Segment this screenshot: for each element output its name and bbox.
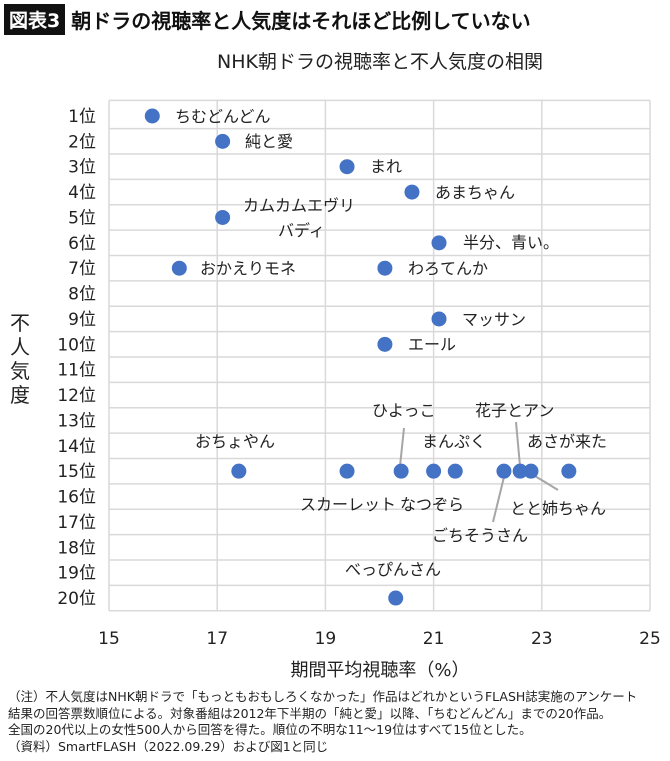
data-point <box>496 463 512 479</box>
y-tick-label: 20位 <box>57 589 96 609</box>
data-point <box>144 108 160 124</box>
y-tick-label: 16位 <box>57 488 96 508</box>
data-point <box>339 463 355 479</box>
y-tick-label: 1位 <box>68 107 96 127</box>
chart-title: NHK朝ドラの視聴率と不人気度の相関 <box>217 51 543 73</box>
x-tick-label: 21 <box>423 629 445 649</box>
data-point <box>388 590 404 606</box>
data-point <box>426 463 442 479</box>
y-axis-label: 不人気度 <box>10 311 30 407</box>
x-tick-label: 19 <box>315 629 337 649</box>
data-point <box>215 209 231 225</box>
point-label: べっぴんさん <box>345 560 441 579</box>
x-tick-label: 15 <box>98 629 120 649</box>
y-tick-label: 12位 <box>57 386 96 406</box>
y-tick-label: 9位 <box>68 310 96 330</box>
point-label: まれ <box>370 157 402 176</box>
x-tick-label: 17 <box>206 629 228 649</box>
point-label: わろてんか <box>408 259 488 278</box>
y-tick-label: 6位 <box>68 234 96 254</box>
point-label: まんぷく <box>422 432 486 451</box>
scatter-chart: NHK朝ドラの視聴率と不人気度の相関 期間平均視聴率（%） ちむどんどん純と愛ま… <box>10 51 661 681</box>
y-tick-label: 2位 <box>68 132 96 152</box>
point-label: ひよっこ <box>372 401 436 420</box>
notes: （注）不人気度はNHK朝ドラで「もっともおもしろくなかった」作品はどれかというF… <box>8 689 637 755</box>
y-tick-label: 8位 <box>68 285 96 305</box>
point-label: あまちゃん <box>435 183 515 202</box>
point-label: なつぞら <box>400 495 464 514</box>
y-tick-label: 13位 <box>57 411 96 431</box>
y-tick-label: 19位 <box>57 564 96 584</box>
data-point <box>231 463 247 479</box>
point-label: ごちそうさん <box>432 526 528 545</box>
leader-line <box>492 476 505 523</box>
y-tick-label: 7位 <box>68 259 96 279</box>
y-tick-label: 15位 <box>57 462 96 482</box>
point-label: マッサン <box>462 310 526 329</box>
point-label: あさが来た <box>527 432 607 451</box>
point-label: とと姉ちゃん <box>510 499 606 518</box>
y-label-char: 不 <box>10 311 30 335</box>
point-label: ちむどんどん <box>175 107 271 126</box>
y-tick-label: 4位 <box>68 183 96 203</box>
x-axis-label: 期間平均視聴率（%） <box>290 660 469 681</box>
note-line: （資料）SmartFLASH（2022.09.29）および図1と同じ <box>8 738 329 754</box>
data-point <box>431 311 447 327</box>
point-label: スカーレット <box>300 495 396 514</box>
header: 図表3 朝ドラの視聴率と人気度はそれほど比例していない <box>4 4 531 35</box>
leader-line <box>534 475 559 491</box>
y-tick-label: 5位 <box>68 208 96 228</box>
note-line: 全国の20代以上の女性500人から回答を得た。順位の不明な11～19位はすべて1… <box>8 722 532 737</box>
data-point <box>339 159 355 175</box>
point-label: 純と愛 <box>245 132 293 151</box>
figure-title: 朝ドラの視聴率と人気度はそれほど比例していない <box>71 9 531 33</box>
y-tick-label: 14位 <box>57 437 96 457</box>
leader-line <box>515 421 521 467</box>
data-point <box>431 235 447 251</box>
data-point <box>393 463 409 479</box>
y-tick-label: 3位 <box>68 158 96 178</box>
point-label: エール <box>408 335 456 354</box>
y-tick-label: 11位 <box>57 361 96 381</box>
point-label: バディ <box>278 221 325 240</box>
data-point <box>512 463 528 479</box>
y-tick-label: 18位 <box>57 538 96 558</box>
y-label-char: 人 <box>10 335 30 359</box>
data-point <box>523 463 539 479</box>
point-label: おかえりモネ <box>200 259 296 278</box>
data-point <box>377 336 393 352</box>
data-point <box>171 260 187 276</box>
data-point <box>561 463 577 479</box>
data-point <box>447 463 463 479</box>
x-tick-label: 25 <box>639 629 661 649</box>
y-label-char: 度 <box>10 383 30 407</box>
figure-badge: 図表3 <box>4 4 66 35</box>
x-tick-label: 23 <box>531 629 553 649</box>
data-point <box>404 184 420 200</box>
y-tick-label: 10位 <box>57 335 96 355</box>
point-label: 花子とアン <box>475 401 554 420</box>
data-point <box>377 260 393 276</box>
y-label-char: 気 <box>10 359 30 383</box>
note-line: 結果の回答票数順位による。対象番組は2012年下半期の「純と愛」以降、「ちむどん… <box>8 705 612 721</box>
point-label: カムカムエヴリ <box>243 196 355 215</box>
data-point <box>215 133 231 149</box>
point-label: おちょやん <box>195 432 275 451</box>
y-tick-label: 17位 <box>57 513 96 533</box>
point-label: 半分、青い。 <box>463 233 559 252</box>
leader-line <box>399 427 405 467</box>
note-line: （注）不人気度はNHK朝ドラで「もっともおもしろくなかった」作品はどれかというF… <box>8 689 638 704</box>
